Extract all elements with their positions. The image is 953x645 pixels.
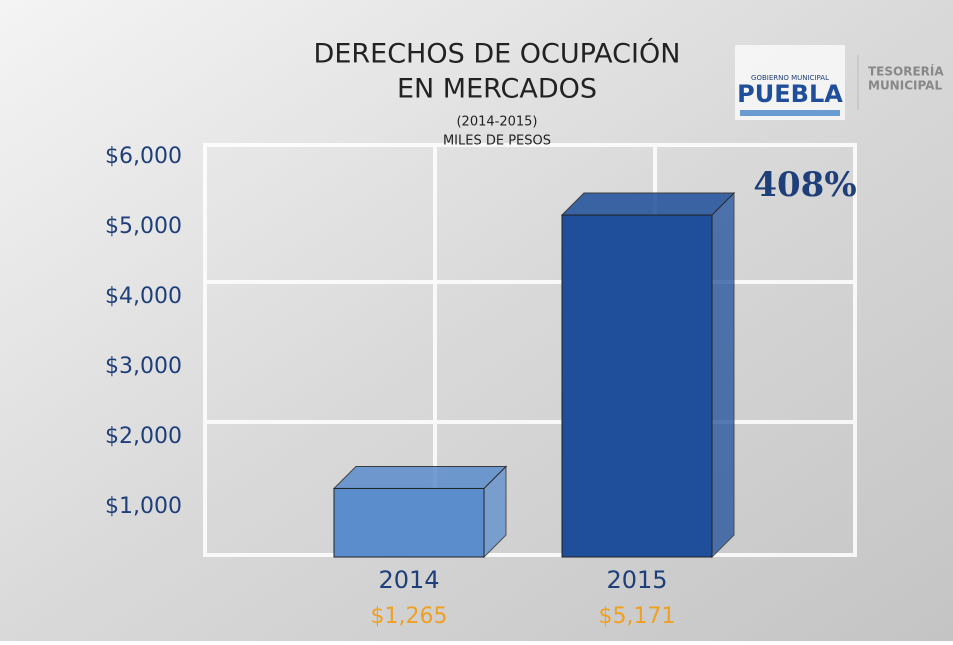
bar <box>333 487 485 558</box>
frame <box>203 143 857 557</box>
unit-label: MILES DE PESOS <box>443 134 551 149</box>
x-tick-label: 2014 <box>378 566 439 594</box>
y-tick-label: $1,000 <box>105 494 182 519</box>
logo-stripe <box>740 110 840 116</box>
annotation: 408% <box>753 165 856 205</box>
chart-title: DERECHOS DE OCUPACIÓN <box>314 38 681 70</box>
subtitle: (2014-2015) <box>456 115 537 130</box>
y-tick-label: $5,000 <box>105 214 182 239</box>
bar-top <box>560 192 736 216</box>
value-label: $5,171 <box>599 604 676 629</box>
logo-name: PUEBLA <box>737 80 843 108</box>
chart-title: EN MERCADOS <box>397 74 597 105</box>
x-tick-label: 2015 <box>606 566 667 594</box>
y-tick-label: $4,000 <box>105 284 182 309</box>
y-tick-label: $3,000 <box>105 354 182 379</box>
bar-side <box>711 191 735 559</box>
value-label: $1,265 <box>371 604 448 629</box>
bar <box>561 214 713 558</box>
y-tick-label: $6,000 <box>105 144 182 169</box>
logo-box <box>735 45 845 120</box>
logo: GOBIERNO MUNICIPAL PUEBLA TESORERÍA MUNI… <box>735 45 944 120</box>
bar-top <box>332 465 508 489</box>
y-tick-label: $2,000 <box>105 424 182 449</box>
logo-dept: MUNICIPAL <box>868 79 942 93</box>
logo-top: GOBIERNO MUNICIPAL <box>751 74 829 82</box>
logo-dept: TESORERÍA <box>868 64 944 79</box>
